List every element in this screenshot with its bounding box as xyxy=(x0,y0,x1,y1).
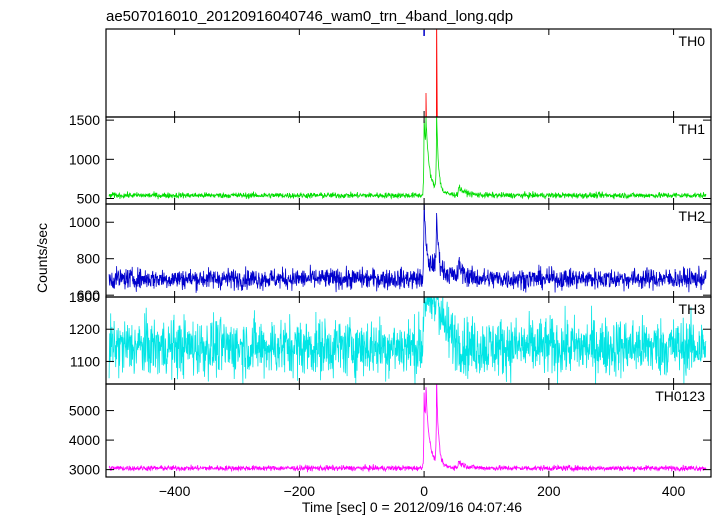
x-tick-label: 200 xyxy=(537,483,561,499)
panel-th1-y-tick-label: 1500 xyxy=(69,112,100,128)
panel-th1-y-tick-label: 500 xyxy=(77,191,101,207)
panel-th0123-y-tick-label: 4000 xyxy=(69,432,100,448)
panel-th1: 500 1000 1500 TH1 xyxy=(69,112,712,207)
panel-th2-label: TH2 xyxy=(679,208,706,224)
panel-th1-frame xyxy=(105,116,712,205)
panel-th0123-frame xyxy=(105,383,712,478)
x-tick-label: −200 xyxy=(284,483,316,499)
panel-th2-y-tick-label: 1000 xyxy=(69,214,100,230)
panel-th3-y-tick-label: 1100 xyxy=(70,353,100,369)
x-axis-label: Time [sec] 0 = 2012/09/16 04:07:46 xyxy=(302,499,522,515)
panel-th2: 600 800 1000 TH2 xyxy=(69,203,712,303)
panel-th3: 1100 1200 1300 TH3 xyxy=(69,289,712,385)
chart-title: ae507016010_20120916040746_wam0_trn_4ban… xyxy=(106,8,513,25)
panel-th0-frame xyxy=(105,28,712,118)
panel-th3-label: TH3 xyxy=(679,301,706,317)
panel-th0123-label: TH0123 xyxy=(655,388,705,404)
panel-th2-y-tick-label: 600 xyxy=(77,287,101,303)
panel-th0123-y-tick-label: 5000 xyxy=(69,403,100,419)
panel-th1-label: TH1 xyxy=(679,121,706,137)
panel-th0123-series-line xyxy=(108,384,707,473)
panel-th1-series-line xyxy=(108,117,707,200)
panel-th0123: 3000 4000 5000 TH0123 xyxy=(69,383,712,478)
y-axis-label: Counts/sec xyxy=(34,223,50,293)
panel-th2-y-tick-label: 800 xyxy=(77,251,101,267)
x-tick-label: 400 xyxy=(662,483,686,499)
panel-th1-y-tick-label: 1000 xyxy=(69,151,100,167)
panel-th2-series-line xyxy=(108,204,707,293)
panel-th3-series-line xyxy=(108,297,707,384)
x-axis: −400 −200 0 200 400 xyxy=(159,483,686,499)
panel-th0-label: TH0 xyxy=(679,33,706,49)
x-tick-label: −400 xyxy=(159,483,191,499)
x-tick-label: 0 xyxy=(420,483,428,499)
panels-group: TH0 500 1000 1500 TH1 600 800 1000 TH2 1100 1200 13… xyxy=(69,28,712,478)
panel-th3-y-tick-label: 1200 xyxy=(69,321,100,337)
panel-th0123-y-tick-label: 3000 xyxy=(69,462,100,478)
panel-th3-y-tick-label: 1300 xyxy=(69,289,100,305)
